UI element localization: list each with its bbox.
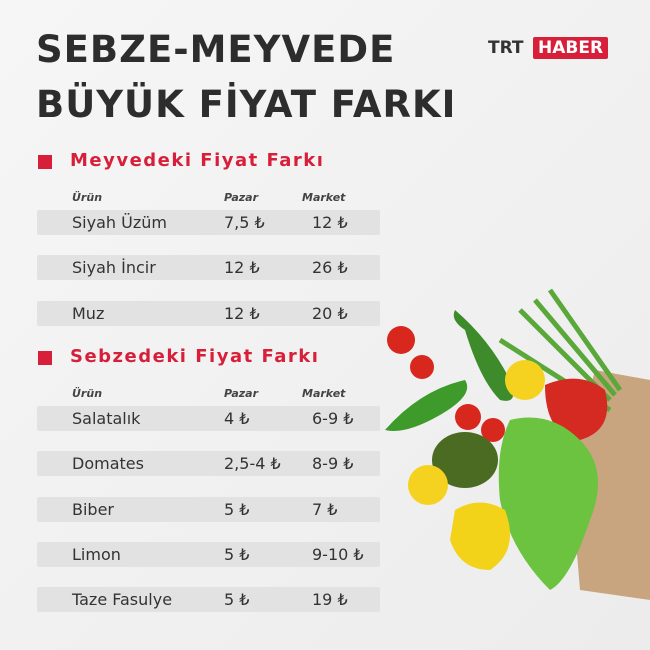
table-cell: 9-10 ₺ bbox=[312, 544, 364, 564]
table-cell: 7,5 ₺ bbox=[224, 213, 265, 232]
table-cell: 20 ₺ bbox=[312, 303, 348, 323]
table-cell: 5 ₺ bbox=[224, 544, 250, 564]
table-cell: 5 ₺ bbox=[224, 590, 250, 610]
column-header: Ürün bbox=[72, 191, 103, 204]
row-background bbox=[37, 210, 380, 235]
row-background bbox=[37, 541, 380, 567]
title-line: SEBZE-MEYVEDE bbox=[36, 28, 396, 71]
table-cell: 26 ₺ bbox=[312, 258, 348, 278]
column-header: Ürün bbox=[72, 387, 103, 400]
table-cell: 19 ₺ bbox=[312, 590, 348, 610]
table-cell: Biber bbox=[72, 499, 114, 519]
column-header: Market bbox=[302, 191, 346, 204]
table-cell: 4 ₺ bbox=[224, 409, 250, 428]
table-cell: 7 ₺ bbox=[312, 499, 338, 519]
row-background bbox=[37, 587, 380, 613]
table-cell: 12 ₺ bbox=[224, 303, 260, 323]
vegetables-illustration bbox=[385, 288, 650, 600]
table-cell: 8-9 ₺ bbox=[312, 454, 354, 474]
logo-haber: HABER bbox=[533, 37, 609, 59]
section-marker bbox=[38, 155, 52, 169]
table-cell: 12 ₺ bbox=[312, 213, 348, 232]
table-cell: Domates bbox=[72, 454, 144, 474]
column-header: Pazar bbox=[224, 387, 259, 400]
table-cell: Muz bbox=[72, 303, 105, 323]
column-header: Market bbox=[302, 387, 346, 400]
table-cell: Siyah Üzüm bbox=[72, 213, 167, 232]
table-cell: Salatalık bbox=[72, 409, 141, 428]
row-background bbox=[37, 300, 380, 326]
section-title: Meyvedeki Fiyat Farkı bbox=[70, 150, 325, 171]
table-cell: 2,5-4 ₺ bbox=[224, 454, 281, 474]
row-background bbox=[37, 451, 380, 477]
logo-trt: TRT bbox=[488, 38, 524, 58]
table-cell: 6-9 ₺ bbox=[312, 409, 354, 428]
row-background bbox=[37, 496, 380, 522]
section-title: Sebzedeki Fiyat Farkı bbox=[70, 346, 320, 367]
table-cell: Taze Fasulye bbox=[72, 590, 173, 610]
table-cell: 12 ₺ bbox=[224, 258, 260, 278]
row-background bbox=[37, 255, 380, 281]
section-marker bbox=[38, 351, 52, 365]
column-header: Pazar bbox=[224, 191, 259, 204]
table-cell: Siyah İncir bbox=[72, 258, 156, 278]
table-cell: Limon bbox=[72, 544, 121, 564]
table-cell: 5 ₺ bbox=[224, 499, 250, 519]
title-line: BÜYÜK FİYAT FARKI bbox=[36, 83, 457, 126]
row-background bbox=[37, 406, 380, 431]
